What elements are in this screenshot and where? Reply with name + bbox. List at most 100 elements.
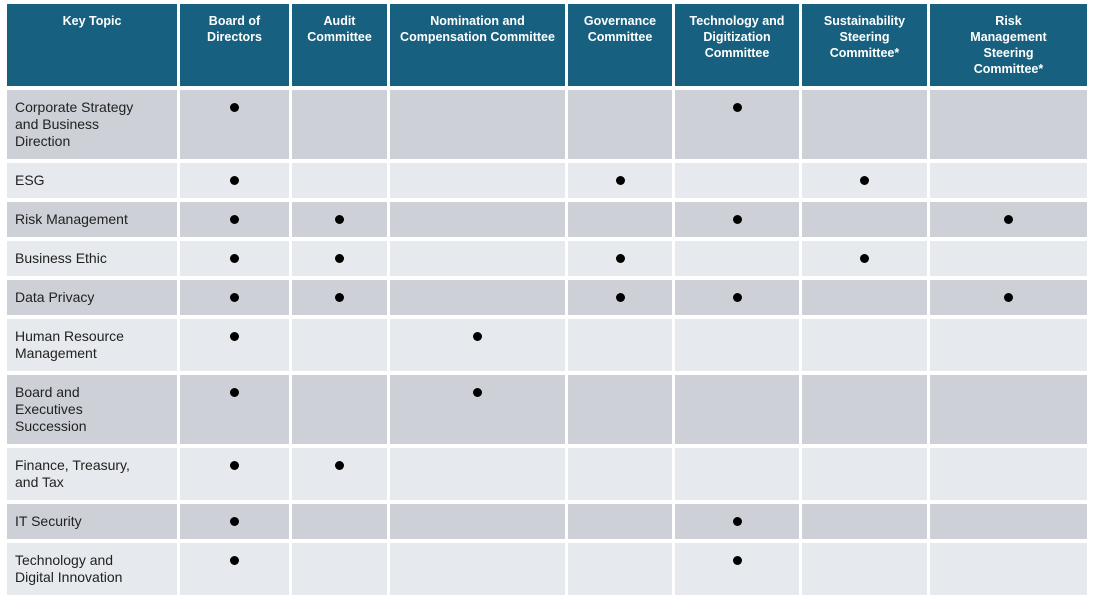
mark-cell-empty: [802, 90, 927, 159]
bullet-dot: [335, 461, 344, 470]
mark-cell-filled: [675, 202, 799, 237]
mark-cell-empty: [292, 163, 387, 198]
mark-cell-empty: [930, 90, 1087, 159]
mark-cell-filled: [568, 163, 672, 198]
mark-cell-empty: [292, 319, 387, 371]
bullet-dot: [230, 517, 239, 526]
mark-cell-empty: [675, 241, 799, 276]
column-header-board-of-directors: Board of Directors: [180, 4, 289, 86]
mark-cell-empty: [568, 202, 672, 237]
mark-cell-filled: [180, 543, 289, 595]
bullet-dot: [335, 293, 344, 302]
mark-cell-filled: [675, 504, 799, 539]
table-row: Corporate Strategy and Business Directio…: [7, 90, 1087, 159]
bullet-dot: [230, 293, 239, 302]
mark-cell-empty: [802, 202, 927, 237]
mark-cell-filled: [292, 202, 387, 237]
bullet-dot: [1004, 293, 1013, 302]
mark-cell-empty: [930, 375, 1087, 444]
mark-cell-filled: [802, 241, 927, 276]
mark-cell-empty: [568, 504, 672, 539]
bullet-dot: [860, 176, 869, 185]
mark-cell-filled: [675, 543, 799, 595]
table-row: Finance, Treasury, and Tax: [7, 448, 1087, 500]
bullet-dot: [230, 215, 239, 224]
key-topic-committee-matrix: Key Topic Board of Directors Audit Committ…: [4, 0, 1090, 599]
bullet-dot: [335, 215, 344, 224]
mark-cell-filled: [180, 163, 289, 198]
topic-cell: Technology and Digital Innovation: [7, 543, 177, 595]
bullet-dot: [615, 176, 625, 185]
mark-cell-empty: [675, 375, 799, 444]
mark-cell-empty: [930, 163, 1087, 198]
topic-cell: IT Security: [7, 504, 177, 539]
mark-cell-empty: [292, 543, 387, 595]
mark-cell-empty: [292, 504, 387, 539]
table-row: Technology and Digital Innovation: [7, 543, 1087, 595]
mark-cell-empty: [292, 90, 387, 159]
mark-cell-empty: [675, 163, 799, 198]
bullet-dot: [860, 254, 869, 263]
bullet-dot: [1004, 215, 1013, 224]
mark-cell-empty: [390, 90, 565, 159]
topic-cell: Corporate Strategy and Business Directio…: [7, 90, 177, 159]
bullet-dot: [230, 388, 239, 397]
table-row: IT Security: [7, 504, 1087, 539]
mark-cell-empty: [802, 375, 927, 444]
mark-cell-filled: [292, 280, 387, 315]
bullet-dot: [230, 103, 239, 112]
mark-cell-filled: [180, 241, 289, 276]
bullet-dot: [732, 517, 742, 526]
topic-cell: Data Privacy: [7, 280, 177, 315]
mark-cell-empty: [930, 319, 1087, 371]
bullet-dot: [732, 293, 742, 302]
column-header-audit-committee: Audit Committee: [292, 4, 387, 86]
mark-cell-empty: [390, 280, 565, 315]
mark-cell-empty: [390, 543, 565, 595]
mark-cell-empty: [568, 319, 672, 371]
topic-cell: Board and Executives Succession: [7, 375, 177, 444]
mark-cell-empty: [802, 543, 927, 595]
column-header-sustainability-steering-committee: Sustainability Steering Committee*: [802, 4, 927, 86]
bullet-dot: [615, 254, 625, 263]
bullet-dot: [732, 556, 742, 565]
column-header-governance-committee: Governance Committee: [568, 4, 672, 86]
mark-cell-filled: [180, 375, 289, 444]
matrix-header-row: Key Topic Board of Directors Audit Committ…: [7, 4, 1087, 86]
mark-cell-empty: [390, 448, 565, 500]
mark-cell-empty: [930, 504, 1087, 539]
mark-cell-filled: [675, 280, 799, 315]
mark-cell-empty: [930, 543, 1087, 595]
topic-cell: Human Resource Management: [7, 319, 177, 371]
mark-cell-empty: [675, 448, 799, 500]
mark-cell-filled: [180, 202, 289, 237]
topic-cell: Finance, Treasury, and Tax: [7, 448, 177, 500]
bullet-dot: [615, 293, 625, 302]
mark-cell-empty: [390, 241, 565, 276]
mark-cell-filled: [180, 448, 289, 500]
table-row: Board and Executives Succession: [7, 375, 1087, 444]
topic-cell: Business Ethic: [7, 241, 177, 276]
mark-cell-filled: [180, 280, 289, 315]
mark-cell-filled: [180, 319, 289, 371]
bullet-dot: [230, 556, 239, 565]
mark-cell-filled: [802, 163, 927, 198]
mark-cell-empty: [568, 448, 672, 500]
mark-cell-empty: [568, 375, 672, 444]
mark-cell-empty: [802, 280, 927, 315]
bullet-dot: [230, 254, 239, 263]
bullet-dot: [335, 254, 344, 263]
mark-cell-filled: [180, 504, 289, 539]
table-row: ESG: [7, 163, 1087, 198]
mark-cell-empty: [390, 504, 565, 539]
mark-cell-empty: [390, 202, 565, 237]
mark-cell-filled: [292, 448, 387, 500]
topic-cell: Risk Management: [7, 202, 177, 237]
mark-cell-empty: [802, 319, 927, 371]
column-header-key-topic: Key Topic: [7, 4, 177, 86]
mark-cell-filled: [568, 280, 672, 315]
mark-cell-empty: [930, 448, 1087, 500]
mark-cell-filled: [930, 202, 1087, 237]
table-row: Business Ethic: [7, 241, 1087, 276]
bullet-dot: [732, 103, 742, 112]
